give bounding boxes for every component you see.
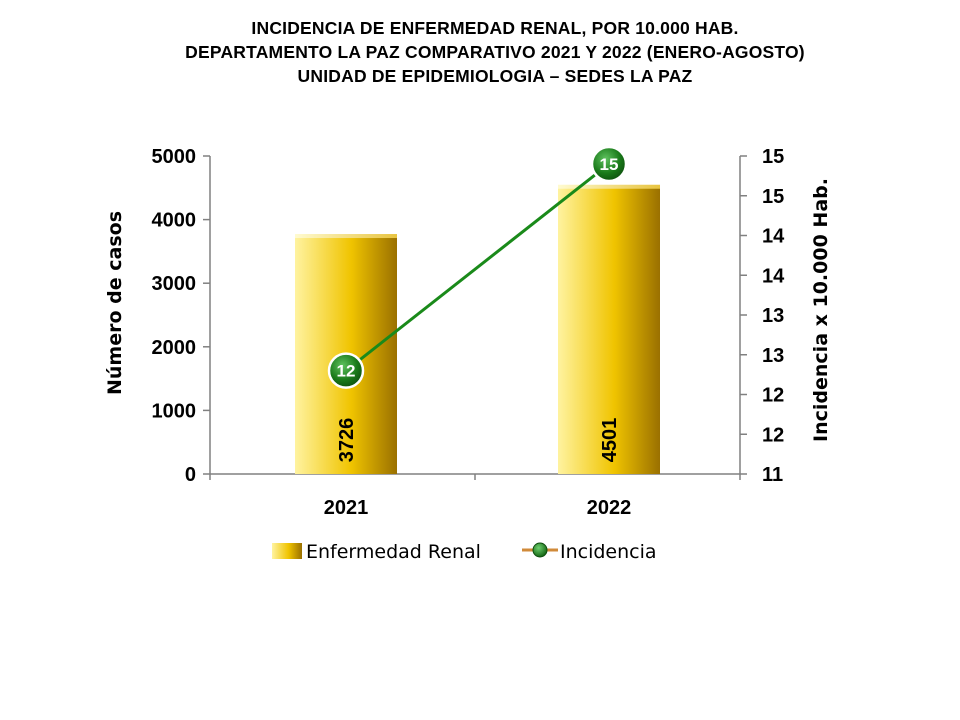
axes: 0 1000 2000 3000 4000 5000 2021 2022 11 12 12 13 13 1… [152,146,786,519]
legend: Enfermedad Renal Incidencia [272,541,657,563]
y-tick-label: 1000 [152,400,197,422]
y-tick-label: 0 [185,464,196,486]
y2-tick-label: 12 [762,385,784,407]
y2-tick-label: 14 [762,226,785,248]
y-tick-label: 4000 [152,210,197,232]
labels: 3726 4501 12 15 [336,155,621,462]
bar-2022[interactable] [558,187,660,475]
incidence-polyline [345,162,610,372]
bar-top-2022 [558,184,660,189]
y2-tick-label: 13 [762,305,784,327]
y-tick-label: 5000 [152,146,197,168]
bar-data-label: 3726 [336,418,358,463]
y2-tick-label: 12 [762,424,784,446]
y2-tick-label: 11 [762,464,783,486]
y-axis-label: Número de casos [104,211,126,395]
title-line-2: DEPARTAMENTO LA PAZ COMPARATIVO 2021 Y 2… [185,42,805,62]
incidence-line [327,145,628,389]
incidence-data-label: 15 [600,155,619,174]
legend-marker-swatch [532,542,548,558]
y-tick-label: 3000 [152,273,197,295]
incidence-marker[interactable] [590,145,628,183]
y2-tick-label: 14 [762,265,785,287]
legend-label-bar: Enfermedad Renal [306,541,481,563]
x-tick-label: 2022 [587,497,632,519]
bar-top-2021 [295,234,397,239]
legend-item-enfermedad-renal[interactable]: Enfermedad Renal [272,541,481,563]
x-tick-label: 2021 [324,497,369,519]
legend-label-line: Incidencia [560,541,657,563]
incidence-marker[interactable] [327,352,365,389]
y2-tick-label: 13 [762,345,784,367]
y2-tick-label: 15 [762,146,784,168]
legend-item-incidencia[interactable]: Incidencia [522,541,657,563]
y2-tick-label: 15 [762,186,784,208]
legend-swatch-bar [272,543,302,559]
bars [295,184,660,475]
incidence-data-label: 12 [337,362,356,381]
y-tick-label: 2000 [152,337,197,359]
title-line-3: UNIDAD DE EPIDEMIOLOGIA – SEDES LA PAZ [297,66,693,86]
y2-axis-label: Incidencia x 10.000 Hab. [810,178,832,442]
title-line-1: INCIDENCIA DE ENFERMEDAD RENAL, POR 10.0… [251,18,739,38]
chart-title: INCIDENCIA DE ENFERMEDAD RENAL, POR 10.0… [0,16,960,88]
bar-data-label: 4501 [599,418,621,463]
